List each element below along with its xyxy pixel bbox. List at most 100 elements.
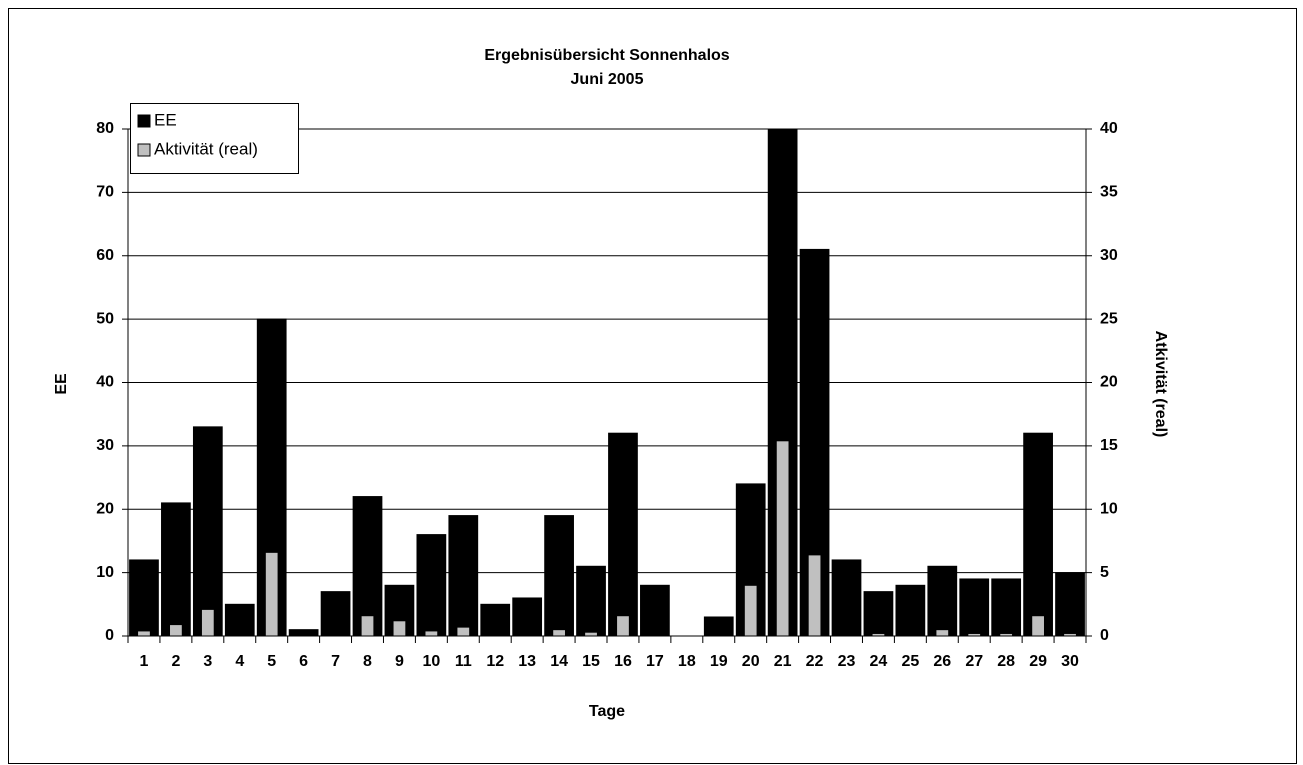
bar-secondary xyxy=(807,554,822,637)
bar xyxy=(991,578,1022,637)
x-tick-label: 11 xyxy=(455,653,472,670)
x-tick-label: 14 xyxy=(550,653,568,670)
y-tick-label: 30 xyxy=(96,437,114,454)
y2-tick-label: 5 xyxy=(1100,564,1109,581)
x-tick-label: 3 xyxy=(203,653,212,670)
bar xyxy=(640,584,670,637)
chart-subtitle: Juni 2005 xyxy=(571,71,644,88)
x-tick-label: 29 xyxy=(1029,653,1047,670)
bar xyxy=(288,629,319,637)
x-tick-label: 5 xyxy=(267,653,276,670)
x-axis-label: Tage xyxy=(589,703,625,720)
bar xyxy=(927,565,958,637)
x-tick-label: 19 xyxy=(710,653,728,670)
x-tick-label: 18 xyxy=(678,653,696,670)
legend-label: Aktivität (real) xyxy=(154,139,258,158)
bar xyxy=(161,502,191,637)
y2-tick-label: 40 xyxy=(1100,120,1118,137)
bar xyxy=(959,578,990,637)
bar xyxy=(863,591,894,637)
bar xyxy=(512,597,543,637)
y2-tick-label: 20 xyxy=(1100,374,1118,391)
y2-tick-label: 15 xyxy=(1100,437,1118,454)
x-tick-label: 26 xyxy=(933,653,951,670)
bar xyxy=(129,559,159,637)
bar xyxy=(224,603,255,637)
bar-secondary xyxy=(169,624,183,637)
x-tick-label: 28 xyxy=(997,653,1015,670)
bar-secondary xyxy=(456,626,471,637)
x-tick-label: 6 xyxy=(299,653,308,670)
x-tick-label: 2 xyxy=(171,653,180,670)
bar xyxy=(703,616,734,637)
x-tick-label: 12 xyxy=(486,653,504,670)
bar-secondary xyxy=(775,440,790,637)
x-tick-label: 25 xyxy=(901,653,919,670)
x-tick-label: 4 xyxy=(235,653,244,670)
bar-secondary xyxy=(392,620,407,637)
bar xyxy=(416,534,447,637)
y-tick-label: 50 xyxy=(96,310,114,327)
x-tick-label: 24 xyxy=(870,653,888,670)
bar xyxy=(448,515,479,637)
y-tick-label: 0 xyxy=(105,627,114,644)
x-tick-label: 8 xyxy=(363,653,372,670)
y2-tick-label: 35 xyxy=(1100,184,1118,201)
bar xyxy=(192,426,223,637)
bar-secondary xyxy=(552,629,566,637)
bar-secondary xyxy=(360,615,375,637)
bar-secondary xyxy=(424,630,439,637)
bar xyxy=(320,591,351,637)
legend-swatch xyxy=(137,114,151,128)
y2-tick-label: 0 xyxy=(1100,627,1109,644)
legend-box xyxy=(130,103,299,174)
y-tick-label: 20 xyxy=(96,500,114,517)
bar-secondary xyxy=(264,551,279,637)
x-tick-label: 16 xyxy=(614,653,632,670)
x-tick-label: 30 xyxy=(1061,653,1079,670)
y2-axis-label: Atkivität (real) xyxy=(1152,331,1169,438)
x-tick-label: 23 xyxy=(838,653,856,670)
bar xyxy=(608,432,638,637)
y-tick-label: 40 xyxy=(96,374,114,391)
chart-title: Ergebnisübersicht Sonnenhalos xyxy=(484,47,729,64)
bar xyxy=(1055,572,1085,637)
bar-secondary xyxy=(743,584,758,637)
x-tick-label: 13 xyxy=(518,653,536,670)
x-tick-label: 20 xyxy=(742,653,760,670)
x-tick-label: 21 xyxy=(774,653,792,670)
bar-secondary xyxy=(935,629,950,637)
x-tick-label: 22 xyxy=(806,653,824,670)
bar xyxy=(1023,432,1053,637)
bar-secondary xyxy=(137,630,151,637)
bar xyxy=(895,584,926,637)
y-tick-label: 80 xyxy=(96,120,114,137)
y2-tick-label: 25 xyxy=(1100,310,1118,327)
x-tick-label: 9 xyxy=(395,653,404,670)
bar xyxy=(544,515,574,637)
bar-secondary xyxy=(584,631,598,637)
bar-secondary xyxy=(1031,615,1045,637)
x-tick-label: 7 xyxy=(331,653,340,670)
bar xyxy=(384,584,415,637)
x-tick-label: 10 xyxy=(422,653,440,670)
y-tick-label: 60 xyxy=(96,247,114,264)
legend-swatch xyxy=(137,143,151,157)
bar xyxy=(831,559,862,637)
y-tick-label: 70 xyxy=(96,184,114,201)
x-tick-label: 27 xyxy=(965,653,983,670)
bar xyxy=(576,565,606,637)
x-tick-label: 15 xyxy=(582,653,600,670)
bar-secondary xyxy=(200,608,215,637)
y2-tick-label: 10 xyxy=(1100,500,1118,517)
bar-secondary xyxy=(616,615,630,637)
y-tick-label: 10 xyxy=(96,564,114,581)
bar xyxy=(352,496,383,637)
y2-tick-label: 30 xyxy=(1100,247,1118,264)
x-tick-label: 17 xyxy=(646,653,664,670)
bar xyxy=(480,603,511,637)
x-tick-label: 1 xyxy=(140,653,149,670)
legend-label: EE xyxy=(154,110,177,129)
y-axis-label: EE xyxy=(53,373,70,395)
